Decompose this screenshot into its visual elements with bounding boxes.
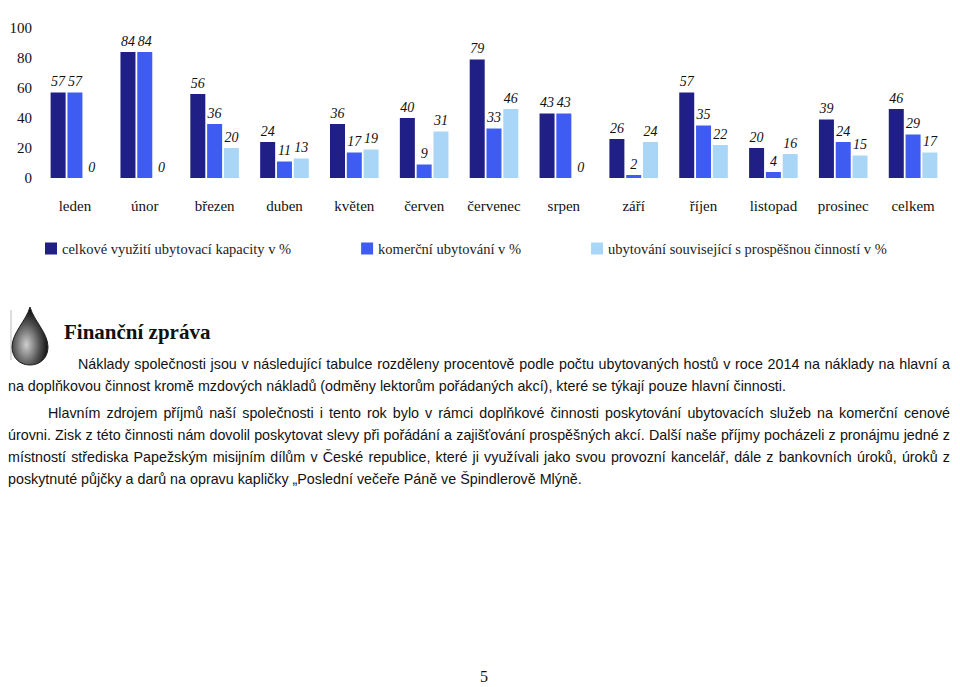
svg-text:29: 29 [906,116,920,131]
svg-text:září: září [622,198,644,214]
svg-text:březen: březen [195,198,235,214]
svg-text:24: 24 [836,124,850,139]
svg-text:květen: květen [334,198,374,214]
svg-text:ubytování související s prospě: ubytování související s prospěšnou činno… [608,241,887,257]
svg-text:79: 79 [470,41,484,56]
svg-text:36: 36 [330,106,345,121]
svg-text:15: 15 [853,137,867,152]
html-text:Finanční zpráva: Finanční zpráva [64,320,211,344]
svg-text:84: 84 [121,34,135,49]
svg-text:57: 57 [680,74,695,89]
svg-text:únor: únor [131,198,159,214]
svg-text:40: 40 [17,110,32,126]
svg-text:20: 20 [17,140,32,156]
svg-text:0: 0 [88,160,95,175]
svg-text:celkem: celkem [891,198,935,214]
svg-text:57: 57 [68,74,83,89]
svg-text:0: 0 [158,160,165,175]
svg-text:0: 0 [25,170,33,186]
svg-text:22: 22 [713,127,727,142]
svg-text:0: 0 [577,160,584,175]
svg-text:červen: červen [404,198,444,214]
svg-text:červenec: červenec [467,198,521,214]
svg-text:17: 17 [347,134,362,149]
svg-text:40: 40 [400,100,414,115]
html-text:Hlavním zdrojem příjmů naší sp: Hlavním zdrojem příjmů naší společnosti … [8,404,950,488]
svg-text:57: 57 [51,74,66,89]
svg-text:listopad: listopad [750,198,798,214]
svg-text:84: 84 [138,34,152,49]
svg-text:komerční ubytování v %: komerční ubytování v % [378,241,521,257]
svg-text:leden: leden [59,198,92,214]
svg-text:prosinec: prosinec [818,198,869,214]
svg-text:56: 56 [191,76,205,91]
svg-text:13: 13 [294,140,308,155]
svg-text:33: 33 [486,110,501,125]
svg-text:60: 60 [17,80,32,96]
svg-text:20: 20 [224,130,238,145]
svg-text:36: 36 [207,106,222,121]
svg-text:46: 46 [889,91,903,106]
svg-text:26: 26 [610,121,624,136]
svg-text:31: 31 [433,113,448,128]
svg-text:24: 24 [261,124,275,139]
svg-text:100: 100 [10,20,33,36]
svg-text:9: 9 [421,146,428,161]
svg-text:srpen: srpen [548,198,581,214]
svg-text:4: 4 [770,154,777,169]
svg-text:80: 80 [17,50,32,66]
svg-text:duben: duben [266,198,303,214]
svg-text:11: 11 [278,143,291,158]
html-text:Náklady společnosti jsou v nás: Náklady společnosti jsou v následující t… [8,356,950,395]
svg-text:46: 46 [504,91,518,106]
svg-text:17: 17 [923,134,938,149]
svg-text:2: 2 [630,157,637,172]
svg-text:43: 43 [540,95,554,110]
svg-text:16: 16 [783,136,797,151]
svg-text:19: 19 [364,131,378,146]
svg-text:39: 39 [818,101,833,116]
svg-text:říjen: říjen [690,198,718,214]
svg-text:43: 43 [557,95,571,110]
svg-text:celkové využití ubytovací kapa: celkové využití ubytovací kapacity v % [62,241,291,257]
svg-text:35: 35 [696,107,711,122]
svg-text:24: 24 [643,124,657,139]
html-text:5: 5 [480,668,488,685]
svg-text:20: 20 [750,130,764,145]
